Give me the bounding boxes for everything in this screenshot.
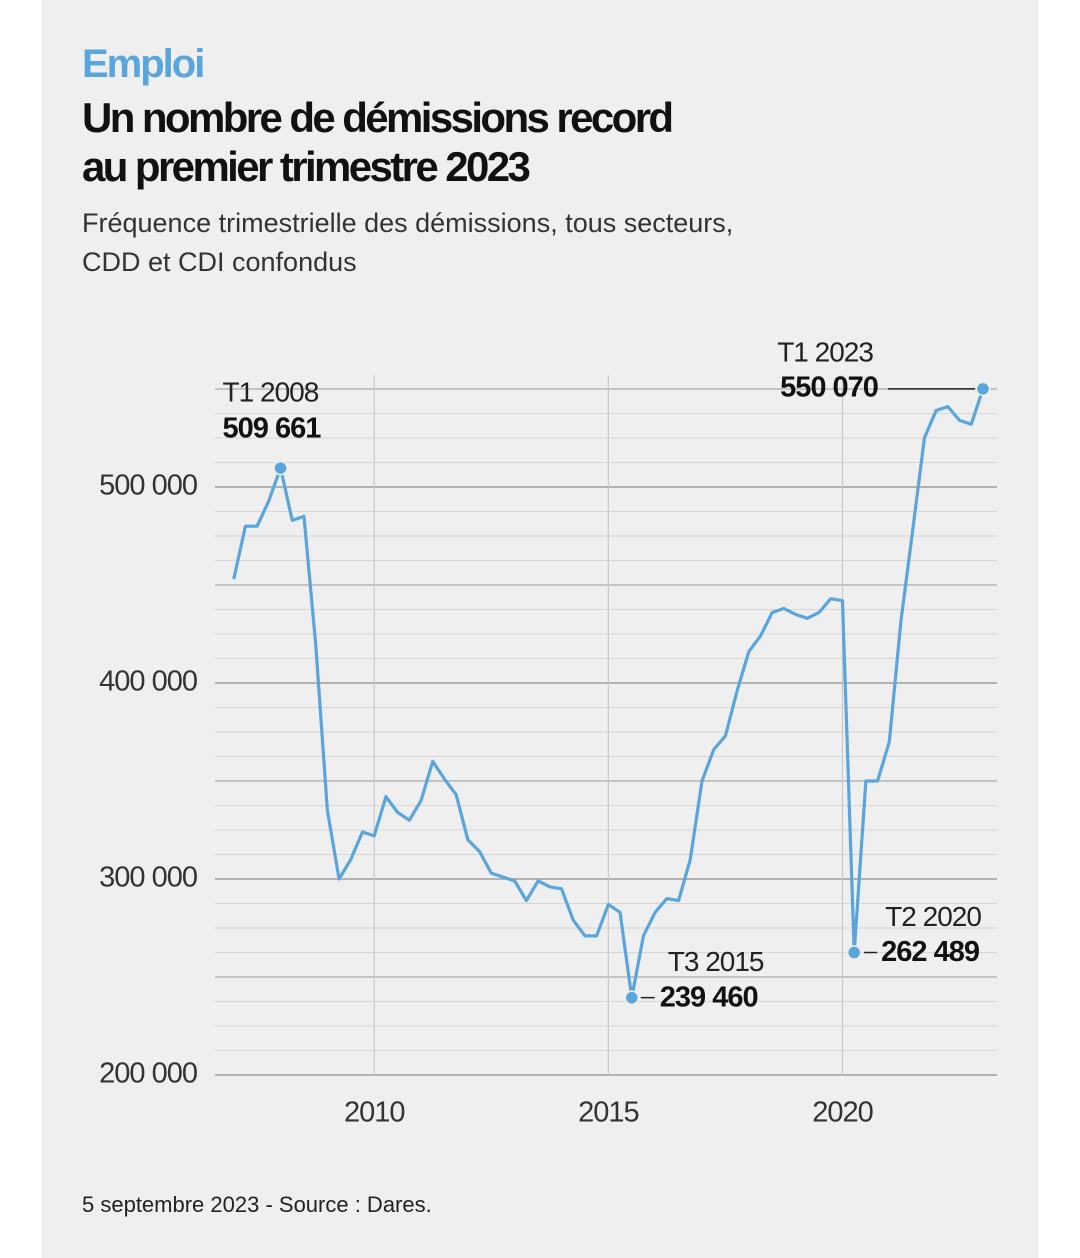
source: 5 septembre 2023 - Source : Dares. [82,1192,432,1217]
x-tick-label: 2020 [812,1097,873,1129]
annotation-value: 239 460 [660,981,758,1013]
y-tick-label: 500 000 [99,470,197,502]
y-tick-label: 400 000 [99,666,197,698]
point-marker [624,990,640,1005]
annotation-label: T1 2008 [223,376,319,407]
kicker: Emploi [82,42,205,86]
annotation-value: 262 489 [881,936,980,968]
annotation-label: T2 2020 [885,901,981,932]
annotation-value: 509 661 [223,413,322,445]
x-tick-label: 2015 [578,1097,639,1129]
title: Un nombre de démissions record [82,94,674,141]
subtitle: Fréquence trimestrielle des démissions, … [82,208,734,238]
annotation-label: T1 2023 [777,336,873,367]
data-line [232,388,985,1000]
subtitle: CDD et CDI confondus [82,247,357,277]
annotation-value: 550 070 [780,372,878,404]
title: au premier trimestre 2023 [82,143,531,190]
y-tick-label: 200 000 [99,1058,197,1090]
annotation-label: T3 2015 [668,946,764,977]
point-marker [273,460,288,476]
point-marker [846,945,862,960]
point-marker [975,381,991,397]
x-tick-label: 2010 [344,1097,405,1129]
panel [42,0,1038,1258]
y-tick-label: 300 000 [99,862,197,894]
